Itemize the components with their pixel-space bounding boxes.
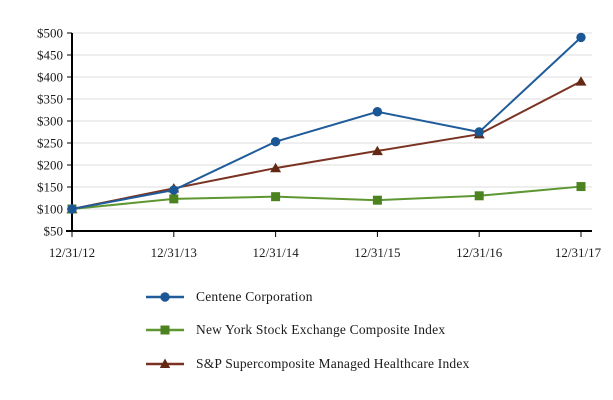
circle-marker-icon (160, 292, 170, 302)
legend-marker-centene (146, 292, 184, 302)
legend-item-sp-healthcare: S&P Supercomposite Managed Healthcare In… (146, 356, 470, 371)
x-axis-tick-label: 12/31/12 (49, 245, 95, 260)
data-point-centene-corporation (270, 136, 281, 147)
data-point-new-york-stock-exchange-composite-index (372, 195, 382, 205)
legend-item-centene: Centene Corporation (146, 289, 470, 304)
x-axis-tick-label: 12/31/17 (555, 245, 602, 260)
x-axis-tick-label: 12/31/14 (252, 245, 299, 260)
data-point-s-p-supercomposite-managed-healthcare-index (270, 162, 282, 173)
series-line-s-p-supercomposite-managed-healthcare-index (71, 80, 582, 210)
data-point-new-york-stock-exchange-composite-index (474, 191, 484, 201)
x-axis-tick-label: 12/31/16 (456, 245, 503, 260)
x-axis-tick-label: 12/31/13 (151, 245, 197, 260)
legend: Centene Corporation New York Stock Excha… (146, 289, 470, 390)
y-axis-tick-label: $200 (37, 158, 63, 173)
y-axis-tick-label: $100 (37, 202, 63, 217)
data-point-centene-corporation (372, 107, 383, 117)
data-point-centene-corporation (169, 185, 179, 195)
data-point-centene-corporation (474, 127, 484, 137)
y-axis-tick-label: $350 (37, 92, 63, 107)
legend-marker-nyse (146, 325, 184, 335)
x-axis-tick-label: 12/31/15 (354, 245, 400, 260)
data-point-new-york-stock-exchange-composite-index (576, 182, 586, 192)
legend-label: New York Stock Exchange Composite Index (196, 322, 446, 337)
square-marker-icon (160, 325, 170, 335)
legend-marker-sp-healthcare (146, 358, 184, 368)
y-axis-tick-label: $500 (37, 26, 63, 41)
data-point-new-york-stock-exchange-composite-index (169, 194, 179, 204)
y-axis-tick-label: $50 (44, 224, 64, 239)
plot-area: $50 $100 $150 $200 $250 $300 $350 $400 $450 $500 1… (37, 26, 602, 261)
triangle-marker-icon (159, 358, 171, 368)
y-axis-tick-label: $250 (37, 136, 63, 151)
data-point-new-york-stock-exchange-composite-index (271, 192, 281, 202)
legend-label: Centene Corporation (196, 289, 313, 304)
legend-item-nyse: New York Stock Exchange Composite Index (146, 322, 470, 337)
y-axis-tick-label: $150 (37, 180, 63, 195)
y-axis-tick-label: $300 (37, 114, 63, 129)
series-line-centene-corporation (71, 36, 582, 210)
y-axis-tick-label: $400 (37, 70, 63, 85)
legend-label: S&P Supercomposite Managed Healthcare In… (196, 356, 470, 371)
data-point-s-p-supercomposite-managed-healthcare-index (575, 76, 587, 86)
data-point-centene-corporation (67, 204, 77, 214)
series-line-new-york-stock-exchange-composite-index (71, 185, 582, 210)
y-axis-tick-label: $450 (37, 48, 63, 63)
data-point-centene-corporation (576, 32, 586, 43)
data-point-s-p-supercomposite-managed-healthcare-index (371, 145, 383, 156)
